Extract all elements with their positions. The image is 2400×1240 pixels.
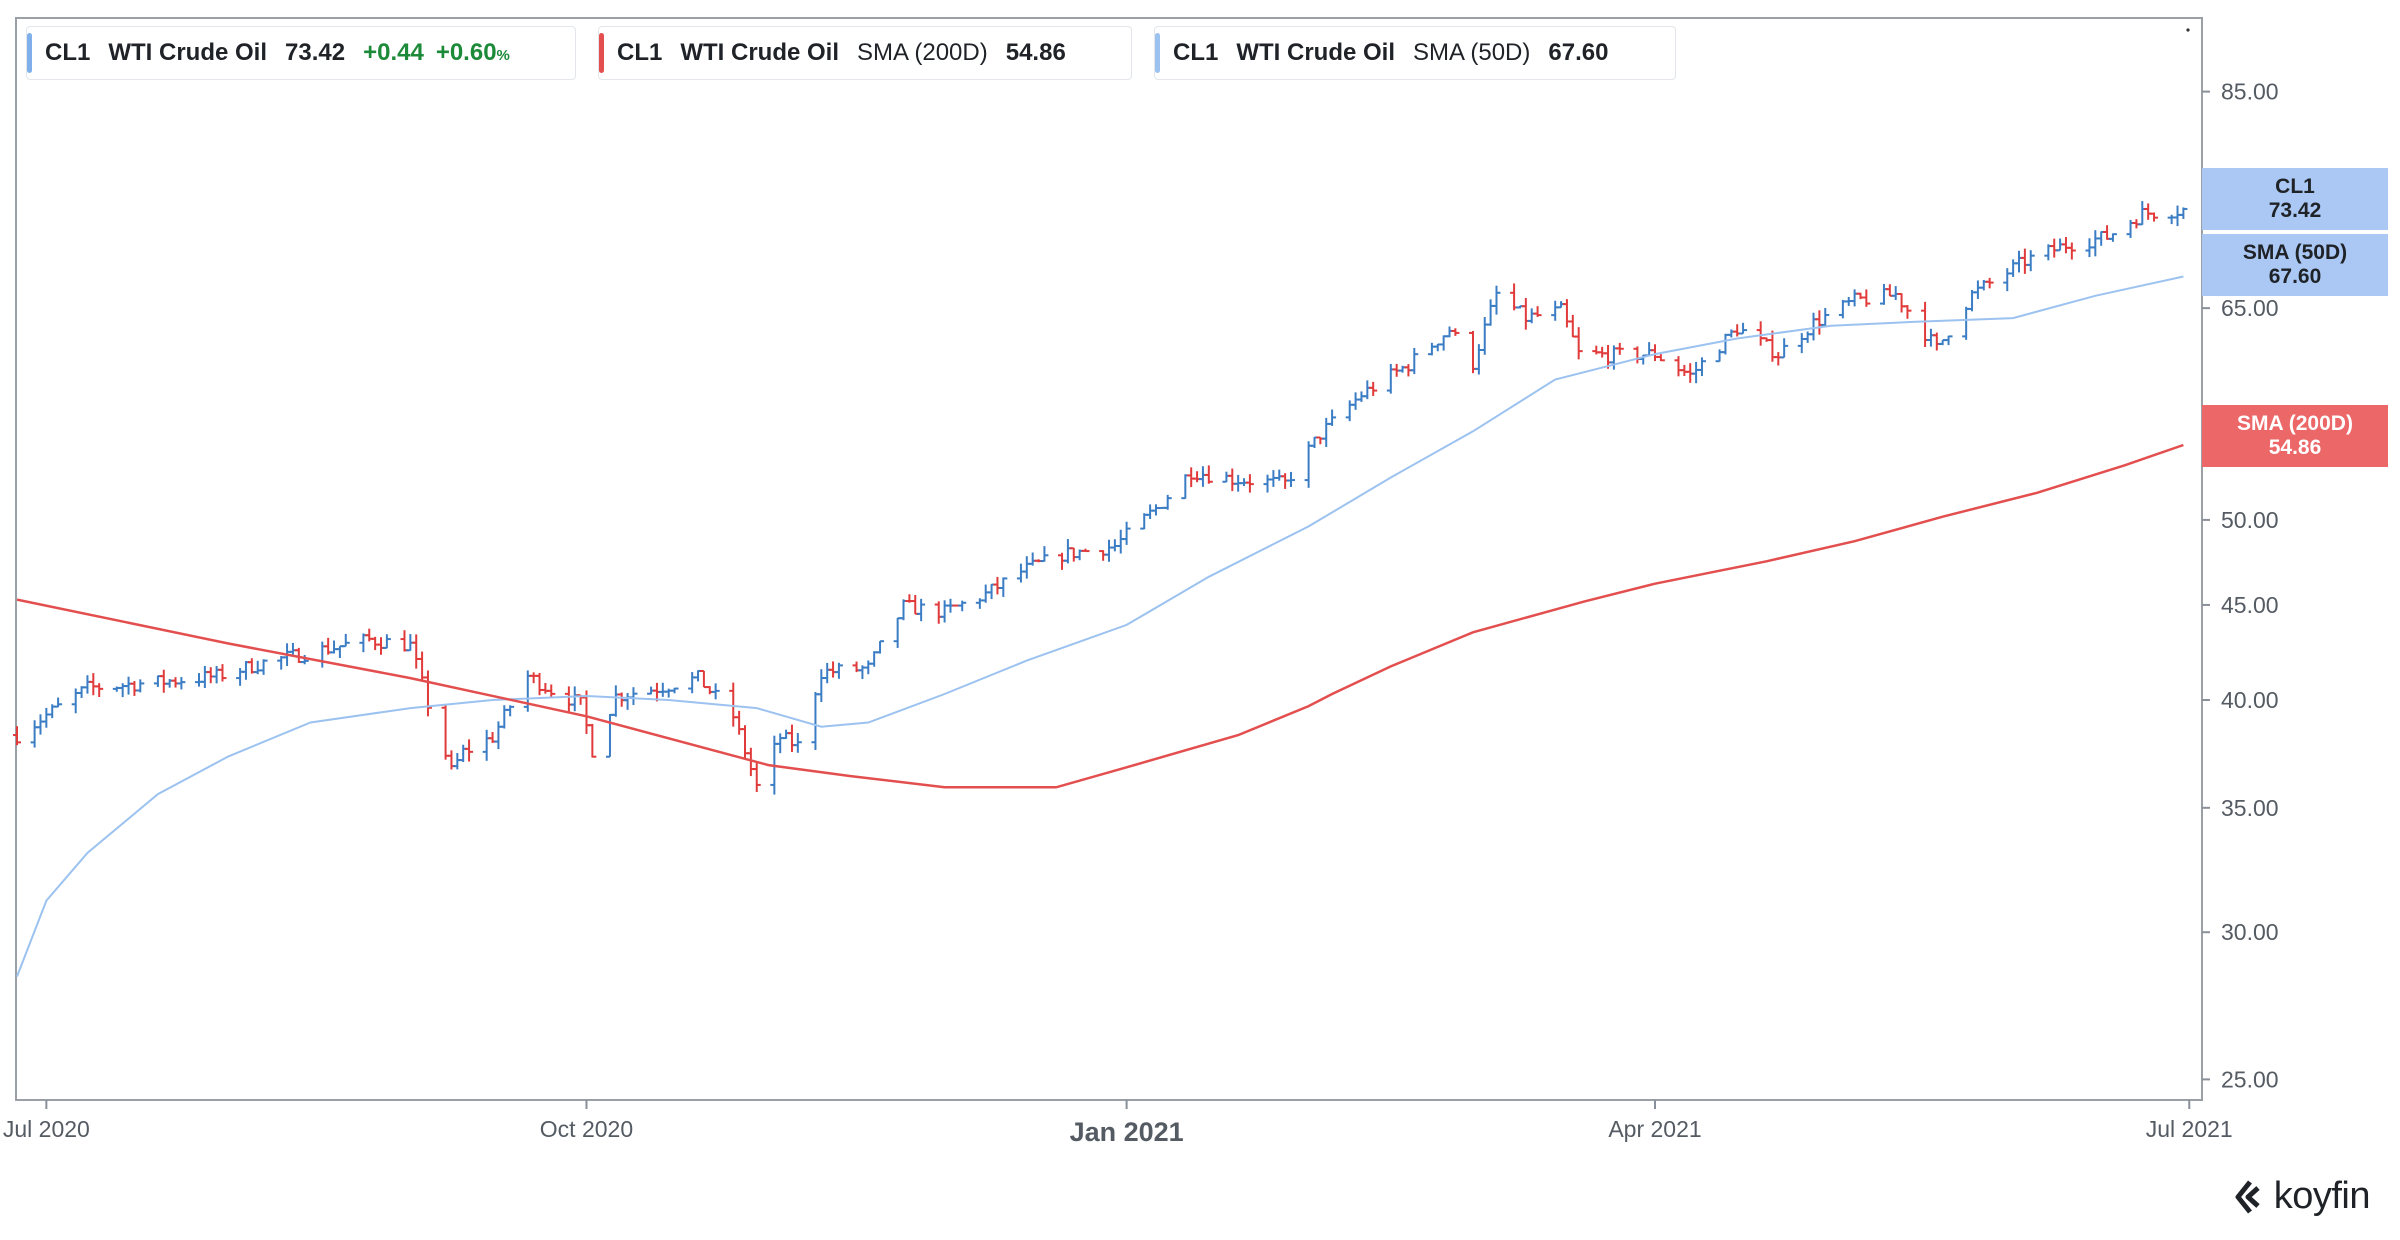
axis-tag-sma200-label: SMA (200D) bbox=[2237, 412, 2353, 435]
y-tick-label: 65.00 bbox=[2221, 295, 2279, 321]
axis-tag-sma200: SMA (200D) 54.86 bbox=[2202, 405, 2388, 467]
koyfin-mark-icon bbox=[2235, 1179, 2260, 1214]
legend-sma50-name: WTI Crude Oil bbox=[1236, 39, 1396, 66]
y-tick-label: 30.00 bbox=[2221, 919, 2279, 945]
y-tick-label: 45.00 bbox=[2221, 592, 2279, 618]
legend-sma50-color bbox=[1155, 33, 1160, 73]
sma-50d-line bbox=[16, 275, 2184, 977]
price-bars bbox=[13, 201, 2188, 795]
legend-price-ticker: CL1 bbox=[45, 39, 91, 66]
x-tick-label: Jan 2021 bbox=[1070, 1117, 1184, 1147]
sma-200d-line bbox=[16, 443, 2184, 789]
legend-sma200-label: SMA (200D) bbox=[857, 39, 988, 66]
legend-sma50-label: SMA (50D) bbox=[1413, 39, 1531, 66]
legend-price-color bbox=[27, 33, 32, 73]
legend-sma50-ticker: CL1 bbox=[1173, 39, 1219, 66]
axis-tag-sma50-value: 67.60 bbox=[2268, 265, 2322, 288]
legend-price[interactable]: CL1 WTI Crude Oil 73.42 +0.44 +0.60% bbox=[26, 26, 576, 80]
axis-tag-price-label: CL1 bbox=[2275, 175, 2315, 198]
axis-tag-sma50: SMA (50D) 67.60 bbox=[2202, 234, 2388, 296]
y-tick-label: 25.00 bbox=[2221, 1066, 2279, 1092]
change-pct-value: +0.60 bbox=[435, 39, 497, 66]
legend-price-value: 73.42 bbox=[285, 39, 346, 66]
axis-tag-sma200-value: 54.86 bbox=[2268, 436, 2322, 459]
legend-price-change-pct: +0.60% bbox=[436, 39, 510, 67]
corner-dot bbox=[2186, 28, 2190, 32]
legend-price-change: +0.44 bbox=[363, 39, 424, 66]
x-tick-label: Oct 2020 bbox=[540, 1116, 633, 1142]
y-tick-label: 40.00 bbox=[2221, 687, 2279, 713]
x-tick-label: Apr 2021 bbox=[1608, 1116, 1701, 1142]
axis-tag-price-value: 73.42 bbox=[2268, 199, 2322, 222]
x-tick-label: Jul 2021 bbox=[2146, 1116, 2233, 1142]
legend-sma50[interactable]: CL1 WTI Crude Oil SMA (50D) 67.60 bbox=[1154, 26, 1676, 80]
y-tick-label: 35.00 bbox=[2221, 795, 2279, 821]
x-axis: Jul 2020 Oct 2020 Jan 2021 Apr 2021 Jul 2021 bbox=[3, 1100, 2233, 1147]
y-tick-label: 50.00 bbox=[2221, 507, 2279, 533]
plot-frame bbox=[15, 17, 2203, 1101]
legend-sma200-color bbox=[599, 33, 604, 73]
legend-price-name: WTI Crude Oil bbox=[108, 39, 268, 66]
koyfin-logo[interactable]: koyfin bbox=[2234, 1175, 2371, 1218]
axis-tag-price: CL1 73.42 bbox=[2202, 168, 2388, 230]
legend-sma200[interactable]: CL1 WTI Crude Oil SMA (200D) 54.86 bbox=[598, 26, 1132, 80]
legend-sma200-value: 54.86 bbox=[1005, 39, 1066, 66]
koyfin-wordmark: koyfin bbox=[2273, 1175, 2371, 1217]
x-tick-label: Jul 2020 bbox=[3, 1116, 90, 1142]
axis-tag-sma50-label: SMA (50D) bbox=[2242, 241, 2348, 264]
legend-sma50-value: 67.60 bbox=[1548, 39, 1609, 66]
legend-sma200-name: WTI Crude Oil bbox=[680, 39, 840, 66]
legend-sma200-ticker: CL1 bbox=[617, 39, 663, 66]
pct-sign: % bbox=[496, 47, 510, 64]
y-tick-label: 85.00 bbox=[2221, 79, 2279, 105]
y-axis: 25.0030.0035.0040.0045.0050.0055.0065.00… bbox=[2202, 79, 2279, 1092]
